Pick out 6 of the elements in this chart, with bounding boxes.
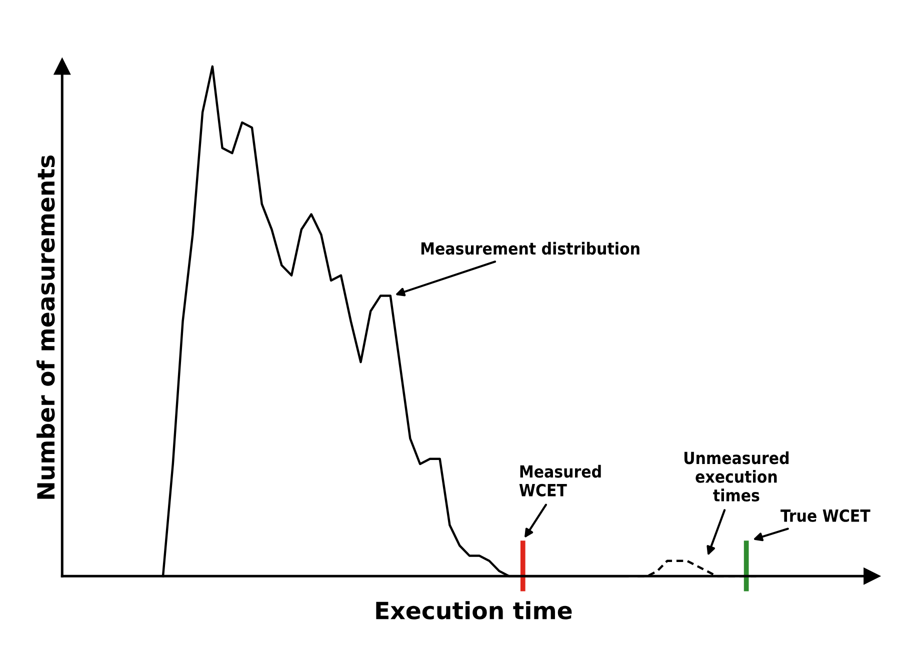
y-axis-title: Number of measurements [36, 156, 55, 499]
annotation: Measured WCET [519, 464, 601, 496]
text: True WCET [780, 509, 870, 522]
x-axis-title: Execution time [376, 601, 572, 620]
annotation: Unmeasured execution times [684, 451, 789, 502]
annotation: Measurement distribution [421, 242, 640, 255]
